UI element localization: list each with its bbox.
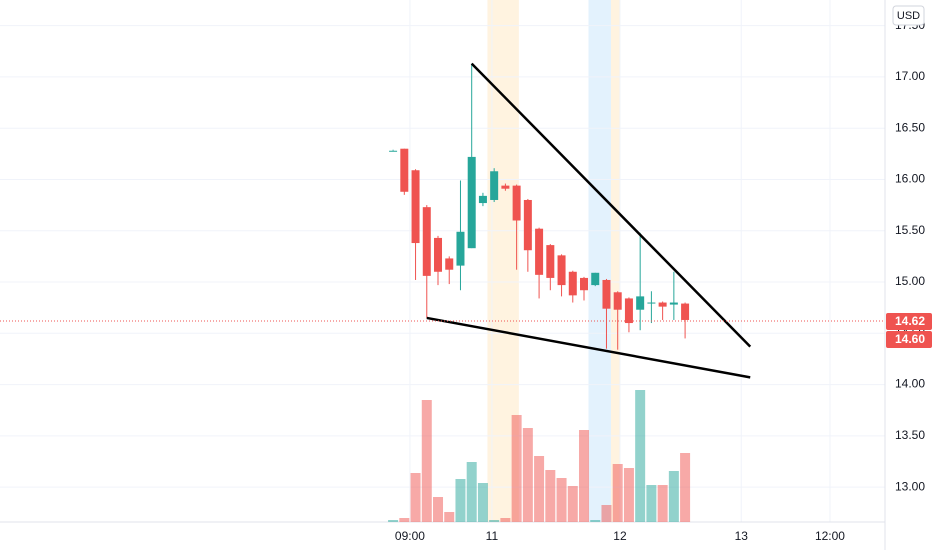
volume-bar [579, 430, 590, 522]
price-label: 14.60 [895, 332, 925, 346]
volume-bar [612, 464, 623, 522]
candle-body [467, 156, 476, 249]
volume-bar [590, 520, 601, 522]
candle-body [422, 207, 431, 276]
volume-bar [680, 453, 691, 522]
candle-body [400, 148, 409, 192]
volume-bar [399, 518, 410, 522]
candle-body [501, 185, 510, 189]
price-label-box [886, 312, 932, 330]
trend-line [426, 316, 751, 379]
candle-body [512, 185, 521, 221]
candle-body [535, 228, 544, 275]
volume-bar [433, 497, 444, 522]
candle-body [557, 255, 566, 286]
volume-bar [567, 486, 578, 522]
volume-bar [444, 512, 455, 522]
volume-bar [455, 479, 466, 522]
volume-bar [668, 471, 679, 522]
volume-bar [545, 470, 556, 522]
volume-bar [489, 520, 500, 522]
x-tick-label: 13 [735, 529, 749, 543]
candle-body [523, 199, 532, 251]
y-tick-label: 13.00 [895, 479, 925, 493]
candle-body [456, 231, 465, 266]
candle-body [445, 258, 454, 270]
volume-bar [623, 468, 634, 522]
candle-body [602, 279, 611, 309]
currency-button [892, 5, 925, 26]
y-tick-label: 16.50 [895, 120, 925, 134]
volume-bar [522, 428, 533, 522]
trend-line [470, 62, 752, 348]
candle-body [591, 272, 600, 286]
candle-body [568, 271, 577, 296]
candle-body [613, 292, 622, 310]
candle-body [546, 245, 555, 278]
candle-body [658, 302, 667, 307]
candle-body [580, 277, 589, 291]
x-tick-label: 09:00 [395, 529, 425, 543]
candle-body [669, 302, 678, 305]
candle-body [681, 303, 690, 320]
volume-bar [657, 485, 668, 522]
y-tick-label: 17.00 [895, 69, 925, 83]
candle-body [478, 195, 487, 204]
volume-bar [410, 473, 421, 522]
x-tick-label: 12 [613, 529, 627, 543]
volume-bar [388, 520, 399, 522]
y-tick-label: 15.50 [895, 223, 925, 237]
y-tick-label: 14.00 [895, 377, 925, 391]
volume-bar [534, 456, 545, 522]
candle-body [636, 296, 645, 310]
volume-bar [556, 478, 567, 522]
session-highlight [610, 0, 620, 522]
session-highlight [588, 0, 611, 522]
candle-body [411, 170, 420, 244]
price-label-box [886, 330, 932, 348]
candle-body [624, 298, 633, 324]
price-label: 14.62 [895, 314, 925, 328]
x-tick-label: 12:00 [815, 529, 845, 543]
volume-bar [635, 390, 646, 522]
volume-bar [646, 485, 657, 522]
y-tick-label: 16.00 [895, 172, 925, 186]
candle-body [647, 302, 656, 304]
candle-body [389, 150, 398, 152]
y-tick-label: 13.50 [895, 428, 925, 442]
currency-label: USD [897, 10, 920, 22]
volume-bar [477, 483, 488, 522]
volume-bar [601, 505, 612, 522]
volume-bar [511, 415, 522, 522]
candle-body [490, 171, 499, 200]
volume-bar [466, 462, 477, 522]
y-tick-label: 15.00 [895, 274, 925, 288]
x-tick-label: 11 [486, 529, 499, 543]
volume-bar [421, 400, 432, 522]
volume-bar [500, 518, 511, 522]
candle-body [434, 237, 443, 272]
